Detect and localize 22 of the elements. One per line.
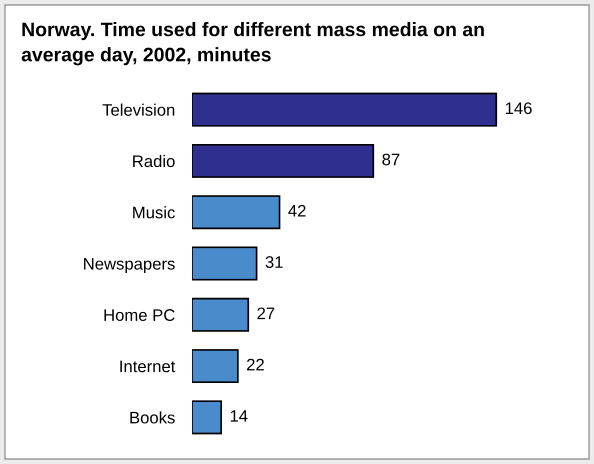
data-label: 31 bbox=[266, 256, 283, 268]
bar bbox=[192, 92, 498, 127]
y-tick-label: Television bbox=[102, 104, 174, 116]
bar bbox=[192, 349, 239, 384]
y-tick-label: Radio bbox=[133, 154, 175, 168]
y-tick-label: Internet bbox=[120, 360, 176, 372]
data-label: 14 bbox=[230, 410, 248, 422]
data-label: 146 bbox=[506, 102, 532, 114]
bar bbox=[192, 400, 222, 434]
data-label: 87 bbox=[382, 154, 400, 166]
data-label: 22 bbox=[247, 358, 264, 370]
y-tick-label: Newspapers bbox=[84, 258, 175, 273]
y-tick-label: Music bbox=[133, 206, 175, 218]
data-label: 27 bbox=[257, 307, 274, 320]
bar bbox=[192, 144, 374, 178]
bar bbox=[192, 246, 258, 280]
y-tick-label: Books bbox=[130, 411, 175, 424]
y-tick-label: Home PC bbox=[104, 309, 175, 321]
bar bbox=[192, 195, 280, 230]
chart-title: Norway. Time used for different mass media on an average day, 2002, minutes bbox=[22, 22, 484, 66]
bar bbox=[192, 298, 250, 332]
data-label: 42 bbox=[288, 204, 306, 217]
